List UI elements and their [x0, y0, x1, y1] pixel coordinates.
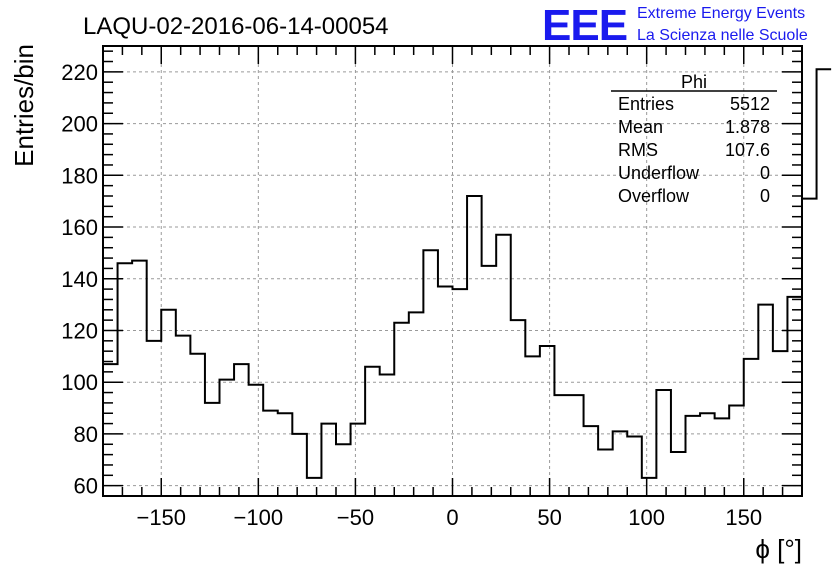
y-tick-label: 200	[61, 112, 98, 137]
y-tick-label: 140	[61, 267, 98, 292]
stats-box: Phi Entries 5512 Mean 1.878 RMS 107.6 Underflo…	[611, 72, 777, 206]
y-tick-label: 120	[61, 318, 98, 343]
stats-rows: Entries 5512 Mean 1.878 RMS 107.6 Underflow 0 Ov…	[618, 94, 770, 206]
stats-row-label: Entries	[618, 94, 674, 114]
y-tick-label: 160	[61, 215, 98, 240]
axis-ticks	[102, 46, 803, 496]
x-tick-label: −150	[136, 505, 186, 530]
y-tick-label: 100	[61, 370, 98, 395]
x-tick-label: 150	[725, 505, 762, 530]
stats-row-value: 5512	[730, 94, 770, 114]
eee-logo: EEE Extreme Energy Events La Scienza nel…	[542, 1, 808, 50]
x-tick-label: −50	[337, 505, 374, 530]
logo-mark: EEE	[542, 1, 627, 50]
stats-row-value: 0	[760, 186, 770, 206]
x-axis-label: ϕ [°]	[755, 534, 802, 564]
x-tick-label: −100	[234, 505, 284, 530]
y-tick-label: 220	[61, 60, 98, 85]
stats-row-label: RMS	[618, 140, 658, 160]
stats-row-value: 107.6	[725, 140, 770, 160]
stats-row-label: Underflow	[618, 163, 700, 183]
x-tick-label: 100	[628, 505, 665, 530]
y-tick-label: 80	[74, 422, 98, 447]
chart-title: LAQU-02-2016-06-14-00054	[83, 13, 389, 40]
stats-row-label: Mean	[618, 117, 663, 137]
y-axis-label: Entries/bin	[9, 44, 39, 167]
x-tick-label: 0	[446, 505, 458, 530]
x-tick-labels: −150 −100 −50 0 50 100 150	[136, 505, 762, 530]
stats-row-label: Overflow	[618, 186, 690, 206]
x-tick-label: 50	[537, 505, 561, 530]
histogram-series-line	[103, 68, 832, 479]
stats-row-value: 0	[760, 163, 770, 183]
logo-line-2: La Scienza nelle Scuole	[637, 27, 808, 44]
stats-row-value: 1.878	[725, 117, 770, 137]
y-tick-labels: 60 80 100 120 140 160 180 200 220	[61, 60, 98, 499]
y-tick-label: 60	[74, 474, 98, 499]
logo-line-1: Extreme Energy Events	[637, 5, 805, 22]
grid-lines	[103, 46, 802, 496]
y-tick-label: 180	[61, 163, 98, 188]
stats-title: Phi	[681, 72, 707, 92]
